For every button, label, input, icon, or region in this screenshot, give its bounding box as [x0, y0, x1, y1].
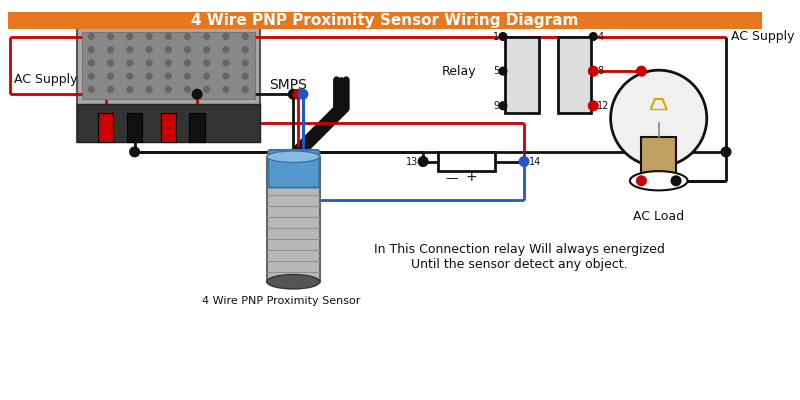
FancyBboxPatch shape — [77, 104, 260, 142]
Circle shape — [166, 47, 171, 53]
Ellipse shape — [267, 274, 320, 289]
Circle shape — [146, 73, 152, 79]
Ellipse shape — [630, 171, 687, 190]
Circle shape — [108, 47, 114, 53]
FancyBboxPatch shape — [438, 152, 495, 171]
Text: SMPS: SMPS — [270, 78, 307, 92]
Circle shape — [298, 90, 308, 99]
Circle shape — [204, 73, 210, 79]
Circle shape — [89, 47, 94, 53]
Circle shape — [204, 47, 210, 53]
Circle shape — [89, 86, 94, 92]
Circle shape — [589, 66, 598, 76]
FancyBboxPatch shape — [558, 36, 591, 114]
Circle shape — [166, 34, 171, 40]
Text: —: — — [446, 172, 458, 185]
Circle shape — [146, 47, 152, 53]
Circle shape — [127, 60, 133, 66]
Text: 14: 14 — [529, 156, 541, 166]
Text: 4: 4 — [597, 32, 603, 42]
Circle shape — [166, 86, 171, 92]
Text: AC Supply: AC Supply — [731, 30, 794, 43]
Circle shape — [242, 34, 248, 40]
Ellipse shape — [267, 151, 320, 162]
Text: Relay: Relay — [442, 65, 476, 78]
Circle shape — [127, 86, 133, 92]
Circle shape — [722, 147, 731, 157]
Circle shape — [294, 90, 303, 99]
Circle shape — [192, 90, 202, 99]
Circle shape — [242, 60, 248, 66]
Text: 1: 1 — [493, 32, 499, 42]
Circle shape — [108, 73, 114, 79]
Text: 13: 13 — [406, 156, 418, 166]
Circle shape — [242, 47, 248, 53]
Circle shape — [146, 86, 152, 92]
FancyBboxPatch shape — [98, 114, 114, 142]
Circle shape — [146, 34, 152, 40]
Circle shape — [89, 34, 94, 40]
Circle shape — [223, 47, 229, 53]
FancyBboxPatch shape — [505, 36, 538, 114]
Circle shape — [637, 66, 646, 76]
Text: AC Load: AC Load — [633, 210, 684, 223]
Circle shape — [499, 33, 506, 40]
Circle shape — [108, 86, 114, 92]
Circle shape — [242, 86, 248, 92]
FancyBboxPatch shape — [127, 114, 142, 142]
Text: AC Supply: AC Supply — [14, 73, 78, 86]
Circle shape — [223, 34, 229, 40]
Circle shape — [204, 86, 210, 92]
Circle shape — [610, 70, 706, 166]
Circle shape — [185, 47, 190, 53]
Circle shape — [185, 86, 190, 92]
Circle shape — [499, 102, 506, 110]
Circle shape — [127, 73, 133, 79]
Circle shape — [418, 157, 428, 166]
Text: 5: 5 — [493, 66, 499, 76]
FancyBboxPatch shape — [161, 114, 176, 142]
Circle shape — [89, 60, 94, 66]
FancyBboxPatch shape — [268, 150, 319, 188]
Circle shape — [589, 101, 598, 110]
Circle shape — [185, 60, 190, 66]
Circle shape — [223, 73, 229, 79]
FancyBboxPatch shape — [8, 12, 762, 29]
Circle shape — [130, 147, 139, 157]
Circle shape — [185, 73, 190, 79]
Circle shape — [108, 34, 114, 40]
Circle shape — [204, 34, 210, 40]
Circle shape — [223, 60, 229, 66]
Circle shape — [89, 73, 94, 79]
FancyBboxPatch shape — [82, 32, 255, 99]
Circle shape — [242, 73, 248, 79]
Circle shape — [127, 47, 133, 53]
Circle shape — [146, 60, 152, 66]
FancyBboxPatch shape — [190, 114, 205, 142]
Text: 8: 8 — [597, 66, 603, 76]
Circle shape — [204, 60, 210, 66]
Circle shape — [519, 157, 529, 166]
Text: 4 Wire PNP Proximity Sensor: 4 Wire PNP Proximity Sensor — [202, 296, 360, 306]
Circle shape — [108, 60, 114, 66]
Circle shape — [289, 90, 298, 99]
Circle shape — [590, 33, 597, 40]
Circle shape — [166, 60, 171, 66]
Text: 12: 12 — [597, 101, 610, 111]
Circle shape — [185, 34, 190, 40]
Circle shape — [223, 86, 229, 92]
FancyBboxPatch shape — [267, 157, 320, 282]
Circle shape — [499, 67, 506, 75]
Text: In This Connection relay Will always energized
Until the sensor detect any objec: In This Connection relay Will always ene… — [374, 243, 665, 271]
Text: 9: 9 — [493, 101, 499, 111]
Text: 4 Wire PNP Proximity Sensor Wiring Diagram: 4 Wire PNP Proximity Sensor Wiring Diagr… — [191, 13, 578, 28]
Text: +: + — [466, 170, 477, 184]
Circle shape — [637, 176, 646, 186]
FancyBboxPatch shape — [77, 27, 260, 142]
FancyBboxPatch shape — [642, 138, 676, 181]
Circle shape — [671, 176, 681, 186]
Circle shape — [127, 34, 133, 40]
Circle shape — [166, 73, 171, 79]
